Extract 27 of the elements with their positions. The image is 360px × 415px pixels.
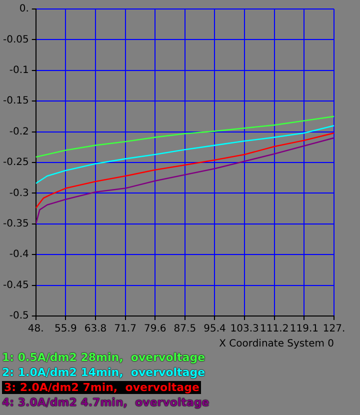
y-tick-label: 0. (19, 4, 29, 15)
x-tick-label: 119.1 (290, 324, 319, 335)
y-tick-label: -0.3 (9, 188, 29, 199)
y-tick-label: -0.45 (3, 280, 29, 291)
y-tick-label: -0.1 (9, 64, 29, 76)
y-tick-label: -0.35 (3, 218, 29, 230)
y-tick-label: -0.25 (3, 157, 29, 168)
x-tick-label: 71.7 (114, 324, 136, 335)
text: 4: 3.0A/dm2 4.7min, overvoltage (2, 396, 210, 409)
x-tick-label: 103.3 (230, 324, 259, 335)
x-tick-label: 111.2 (260, 324, 289, 335)
x-tick-label: 87.5 (174, 324, 196, 335)
y-tick-label: -0.05 (3, 34, 29, 46)
x-tick-label: 63.8 (84, 324, 107, 335)
x-axis-title: X Coordinate System 0 (219, 338, 334, 350)
x-tick-label: 95.4 (204, 324, 226, 335)
text: 3: 2.0A/dm2 7min, overvoltage (2, 381, 202, 394)
x-tick-label: 79.6 (144, 324, 166, 335)
x-tick-label: 48. (28, 324, 44, 335)
text: 1: 0.5A/dm2 28min, overvoltage (2, 351, 206, 364)
y-tick-label: -0.4 (9, 249, 29, 260)
x-tick-label: 127. (322, 324, 346, 335)
y-tick-label: -0.5 (9, 310, 29, 322)
y-tick-label: -0.15 (3, 96, 29, 107)
x-tick-label: 55.9 (54, 324, 77, 335)
y-tick-label: -0.2 (9, 126, 29, 138)
text: 2: 1.0A/dm2 14min, overvoltage (2, 366, 206, 379)
